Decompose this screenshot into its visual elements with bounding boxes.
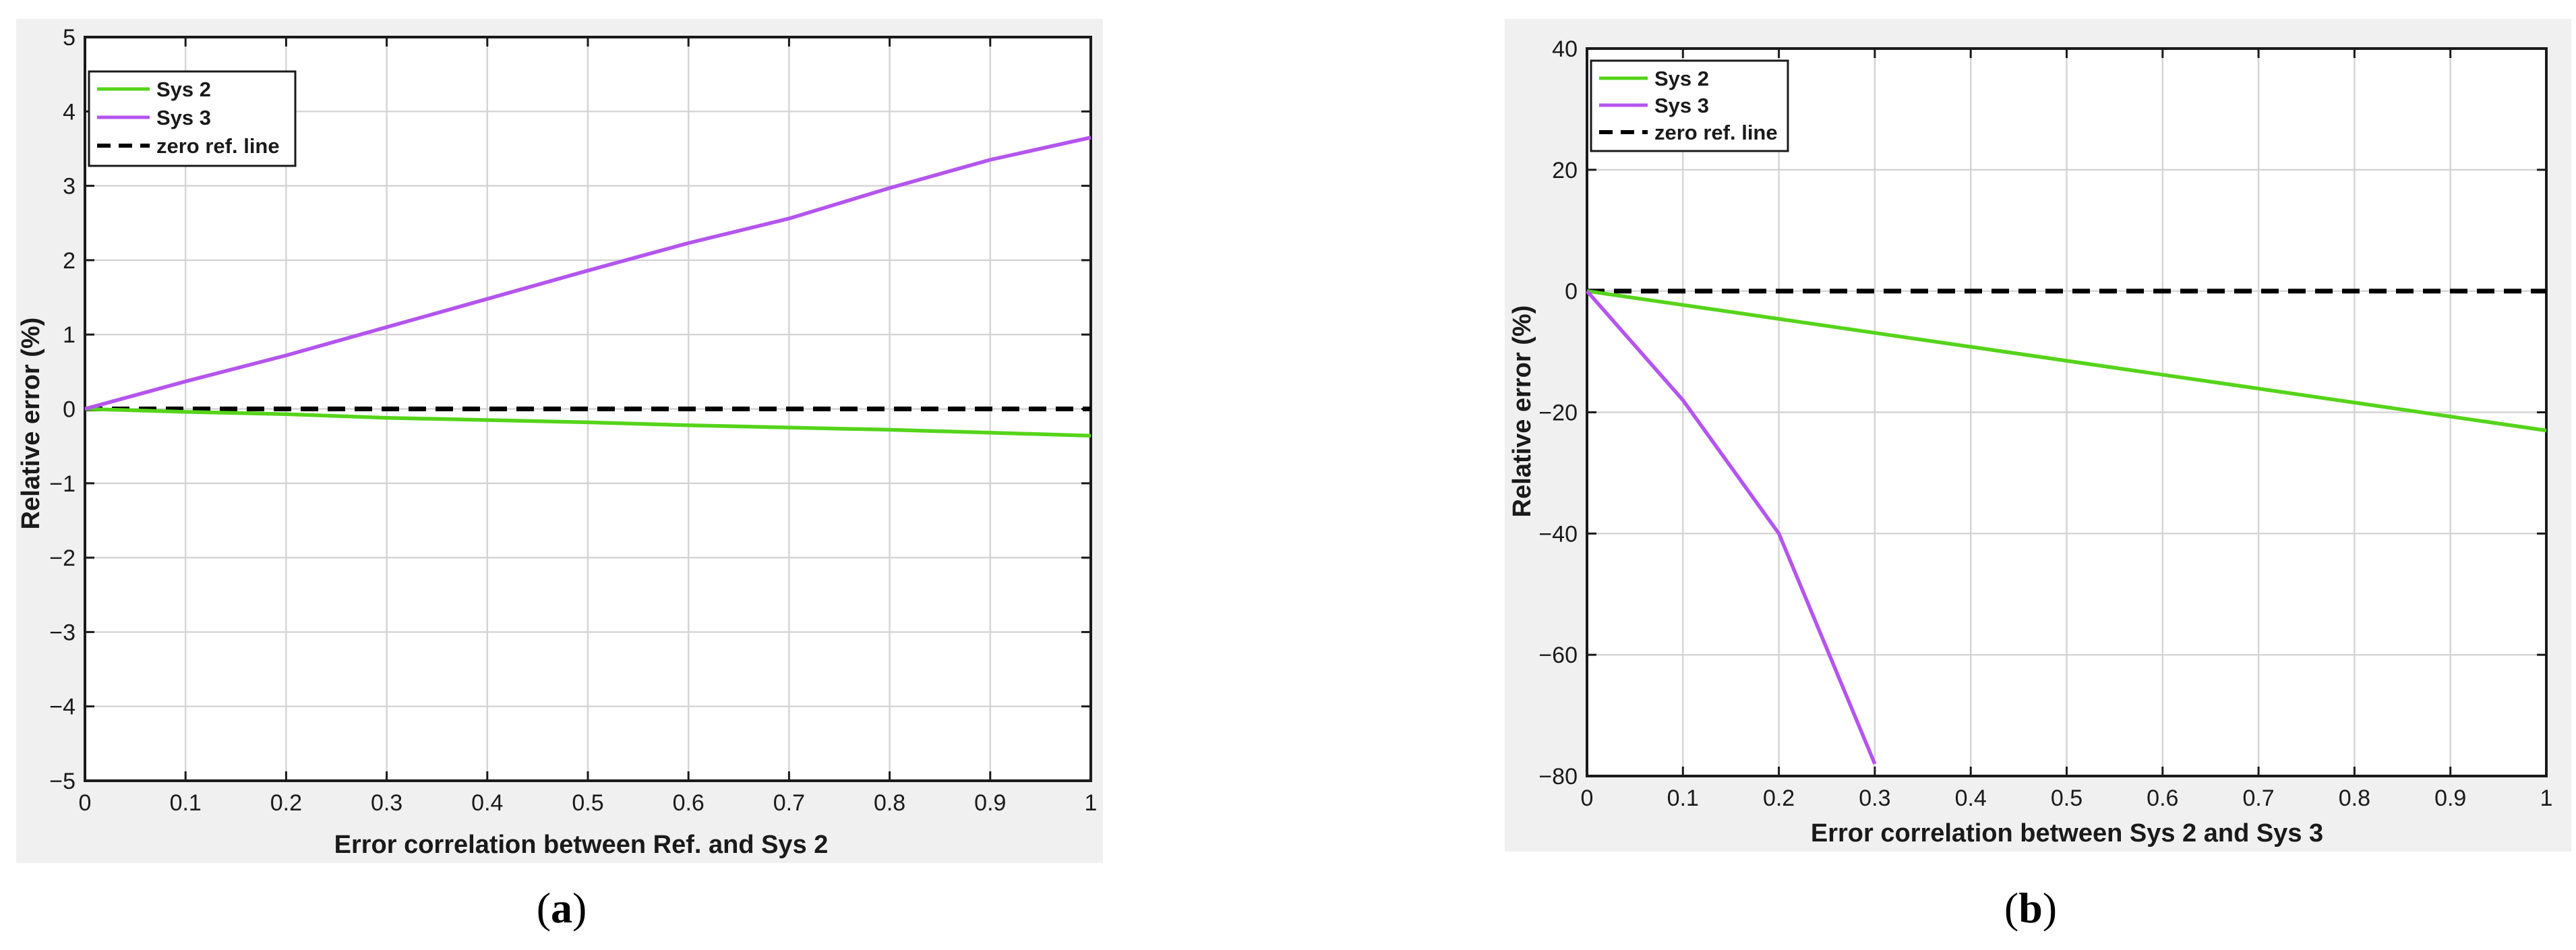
panel-b-caption-letter: b <box>2018 884 2043 932</box>
panel-b-y-tick-label: −60 <box>1538 643 1578 668</box>
panel-a-legend-label: Sys 2 <box>156 78 211 101</box>
panel-a-y-tick-label: −2 <box>49 545 76 571</box>
panel-b-legend-label: Sys 3 <box>1654 94 1709 117</box>
panel-a-x-tick-label: 0.4 <box>471 790 503 816</box>
panel-a-y-tick-label: 4 <box>63 99 76 125</box>
panel-b-x-tick-label: 0.2 <box>1763 785 1795 811</box>
panel-b-x-tick-label: 0.6 <box>2147 785 2178 811</box>
panel-a-series-sys-2-line <box>84 407 1091 438</box>
panel-a-y-tick-label: −5 <box>49 769 76 794</box>
panel-a-y-tick-label: 0 <box>63 397 76 423</box>
panel-a-x-tick-label: 0.2 <box>270 790 302 816</box>
panel-a-legend-label: Sys 3 <box>156 106 211 129</box>
panel-b-y-tick-label: 20 <box>1552 158 1578 183</box>
panel-a-y-axis-label: Relative error (%) <box>17 318 45 530</box>
panel-b-x-tick-label: 0.4 <box>1955 785 1987 811</box>
panel-a-x-tick-label: 0.8 <box>874 790 905 816</box>
panel-a-y-tick-label: 2 <box>63 248 76 274</box>
panel-a-x-tick-label: 0 <box>79 790 92 816</box>
panel-b-x-tick-label: 0.5 <box>2051 785 2083 811</box>
panel-b-series-sys-3-line <box>1585 289 1877 765</box>
panel-b-x-tick-label: 0 <box>1581 785 1594 811</box>
panel-a-legend-label: zero ref. line <box>156 134 280 158</box>
panel-a: 0 0.1 0.2 0.3 0.4 0.5 0.6 0.7 0.8 0.9 1 −5 −4 −3 −2 −1 0… <box>16 19 1103 932</box>
panel-a-caption: (a) <box>537 884 587 932</box>
panel-b-y-tick-label: 0 <box>1565 279 1578 305</box>
panel-a-axes: 0 0.1 0.2 0.3 0.4 0.5 0.6 0.7 0.8 0.9 1 −5 −4 −3 −2 −1 0… <box>49 25 1097 816</box>
panel-b-x-tick-label: 0.1 <box>1667 785 1699 811</box>
panel-b-x-axis-label: Error correlation between Sys 2 and Sys … <box>1811 819 2323 848</box>
panel-a-x-tick-label: 0.1 <box>170 790 202 816</box>
panel-a-y-tick-label: 1 <box>63 322 76 348</box>
panel-b-legend-label: zero ref. line <box>1654 121 1778 144</box>
panel-b-x-tick-label: 0.3 <box>1859 785 1890 811</box>
panel-a-x-tick-label: 0.9 <box>974 790 1006 816</box>
panel-b-x-tick-label: 0.8 <box>2339 785 2370 811</box>
panel-b-axes: 0 0.1 0.2 0.3 0.4 0.5 0.6 0.7 0.8 0.9 1 −80 −60 −40 −2… <box>1538 36 2552 811</box>
panel-a-series-sys-3-line <box>84 136 1091 411</box>
panel-a-x-axis-label: Error correlation between Ref. and Sys 2 <box>334 831 829 859</box>
panel-b-y-tick-label: −40 <box>1538 521 1578 547</box>
panel-a-y-tick-label: 3 <box>63 174 76 200</box>
panel-b-y-axis-label: Relative error (%) <box>1508 305 1536 518</box>
panel-a-y-tick-label: 5 <box>63 25 76 51</box>
panel-b-x-tick-label: 0.7 <box>2242 785 2274 811</box>
panel-b: 0 0.1 0.2 0.3 0.4 0.5 0.6 0.7 0.8 0.9 1 −80 −60 −40 −2… <box>1505 19 2571 932</box>
panel-b-x-tick-label: 0.9 <box>2434 785 2466 811</box>
panel-b-caption: (b) <box>2004 884 2057 932</box>
panel-a-x-tick-label: 0.7 <box>773 790 805 816</box>
panel-a-x-tick-label: 0.3 <box>371 790 402 816</box>
panel-b-y-tick-label: 40 <box>1552 36 1578 62</box>
panel-a-x-tick-label: 0.6 <box>673 790 705 816</box>
panel-b-y-tick-label: −20 <box>1538 400 1578 426</box>
panel-b-x-tick-label: 1 <box>2540 785 2553 811</box>
panel-b-series-sys-2-line <box>1586 289 2547 433</box>
panel-a-x-tick-label: 0.5 <box>572 790 603 816</box>
panel-a-x-tick-label: 1 <box>1085 790 1098 816</box>
panel-b-legend-label: Sys 2 <box>1654 67 1709 90</box>
panel-a-y-tick-label: −4 <box>49 694 76 720</box>
panel-b-y-tick-label: −80 <box>1538 764 1578 790</box>
panel-a-caption-letter: a <box>551 884 572 932</box>
panel-a-y-tick-label: −1 <box>49 471 76 497</box>
panel-a-y-tick-label: −3 <box>49 620 76 645</box>
